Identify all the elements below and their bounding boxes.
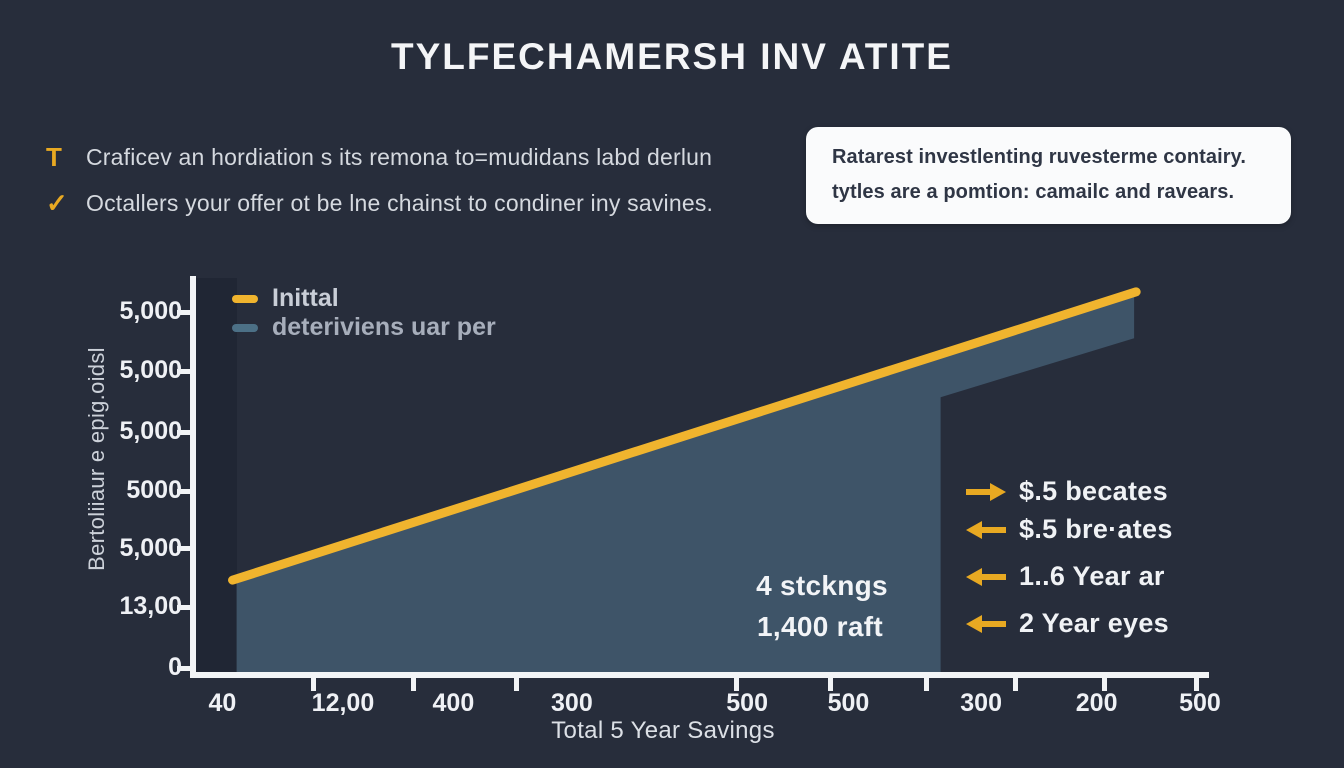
callout-line-2: tytles are a pomtion: camailc and ravear…: [832, 181, 1235, 203]
y-tick-mark: [177, 488, 191, 494]
y-tick-label: 13,00: [119, 592, 182, 621]
x-tick-mark: [1102, 678, 1108, 691]
y-axis-title: Bertoliiaur e epig.oidsl: [84, 347, 109, 571]
x-tick-mark: [827, 678, 833, 691]
y-tick-label: 5,000: [119, 297, 182, 326]
legend-dash-icon: [232, 294, 258, 303]
x-tick-mark: [311, 678, 317, 691]
chart-legend: Inittal deteriviens uar per: [232, 284, 496, 342]
callout-line-1: Ratarest investlenting ruvesterme contai…: [832, 146, 1247, 168]
annotation-item: 1..6 Year ar: [966, 561, 1173, 591]
y-tick-mark: [177, 309, 191, 315]
legend-item: Inittal: [232, 284, 496, 313]
y-tick-mark: [177, 546, 191, 552]
annotation-text: 1..6 Year ar: [1019, 561, 1165, 591]
legend-label: deteriviens uar per: [272, 313, 496, 341]
x-tick-label: 12,00: [311, 689, 375, 717]
y-axis-line: [190, 276, 196, 678]
legend-label: Inittal: [272, 284, 339, 312]
y-tick-mark: [177, 604, 191, 610]
page-title: TYLFECHAMERSH INV ATITE: [391, 36, 953, 77]
legend-dash-icon: [232, 323, 258, 332]
x-tick-mark: [1194, 678, 1200, 691]
x-tick-mark: [923, 678, 929, 691]
annotation-item: 2 Year eyes: [966, 608, 1173, 638]
x-tick-label: 500: [1179, 689, 1221, 717]
area-annotation: 4 stckngs: [756, 570, 888, 601]
arrow-left-icon: [966, 614, 1006, 633]
x-tick-mark: [733, 678, 739, 691]
y-tick-mark: [177, 429, 191, 435]
bullet-list: T Craficev an hordiation s its remona to…: [46, 142, 713, 234]
y-tick-label: 5000: [126, 476, 182, 505]
arrow-left-icon: [966, 567, 1006, 586]
x-tick-label: 300: [551, 689, 593, 717]
arrow-left-icon: [966, 520, 1006, 539]
legend-item: deteriviens uar per: [232, 313, 496, 342]
y-tick-mark: [177, 368, 191, 374]
x-tick-label: 500: [827, 689, 870, 717]
x-tick-label: 200: [1075, 689, 1118, 717]
bullet-item: T Craficev an hordiation s its remona to…: [46, 142, 713, 172]
y-tick-label: 5,000: [119, 356, 182, 385]
callout-card: Ratarest investlenting ruvesterme contai…: [806, 127, 1291, 224]
x-tick-label: 300: [960, 689, 1002, 717]
trend-line: [228, 287, 1141, 585]
annotation-text: $.5 becates: [1019, 476, 1168, 506]
x-axis-title: Total 5 Year Savings: [551, 717, 775, 744]
y-tick-label: 5,000: [119, 533, 182, 562]
x-tick-mark: [411, 678, 417, 691]
area-annotation: 1,400 raft: [757, 611, 883, 642]
x-tick-label: 400: [432, 689, 475, 717]
y-tick-mark: [177, 665, 191, 671]
arrow-right-icon: [966, 482, 1006, 501]
x-tick-mark: [1013, 678, 1019, 691]
x-tick-label: 40: [208, 689, 237, 717]
y-tick-label: 5,000: [119, 417, 182, 446]
annotation-item: $.5 bre·ates: [966, 514, 1173, 544]
x-tick-label: 500: [726, 689, 768, 717]
x-tick-mark: [513, 678, 519, 691]
bullet-text: Craficev an hordiation s its remona to=m…: [86, 143, 713, 170]
y-tick-label: 0: [168, 653, 182, 682]
checkmark-icon: ✓: [46, 187, 68, 218]
x-axis-line: [190, 672, 1209, 678]
annotation-text: $.5 bre·ates: [1019, 514, 1173, 544]
bullet-text: Octallers your offer ot be lne chainst t…: [86, 189, 714, 216]
annotation-list: $.5 becates $.5 bre·ates 1..6 Year ar 2 …: [966, 476, 1173, 638]
annotation-item: $.5 becates: [966, 476, 1173, 506]
t-marker-icon: T: [46, 141, 62, 172]
area-series-shape: [236, 293, 1135, 672]
plot-left-shade: [196, 278, 237, 672]
annotation-text: 2 Year eyes: [1019, 608, 1169, 638]
bullet-item: ✓ Octallers your offer ot be lne chainst…: [46, 188, 713, 218]
